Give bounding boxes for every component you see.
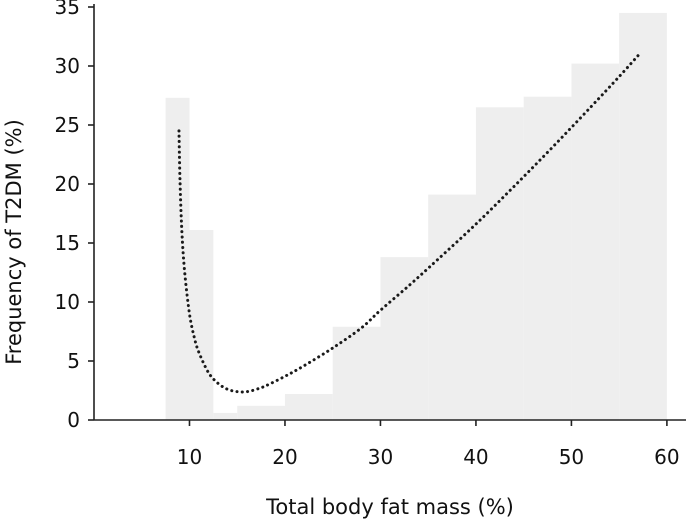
x-tick-label-60: 60 [654,445,679,469]
histogram-bar-1 [165,97,190,421]
histogram-bar-10 [523,96,572,421]
y-tick-label-15: 15 [55,231,80,255]
x-tick-label-50: 50 [559,445,584,469]
histogram-bar-3 [213,412,238,420]
curve-layer [177,53,640,394]
axes-layer [93,4,686,421]
fitted-curve-line [177,53,640,394]
y-tick-label-35: 35 [55,0,80,19]
histogram-bar-8 [428,194,476,420]
histogram-bar-11 [571,63,620,420]
y-tick-label-0: 0 [67,408,80,432]
histogram-bar-12 [619,12,667,421]
y-tick-label-25: 25 [55,113,80,137]
x-tick-label-10: 10 [177,445,202,469]
histogram-bar-7 [380,257,429,420]
histogram-bar-2 [189,230,214,420]
y-tick-label-30: 30 [55,54,80,78]
histogram-bar-6 [332,326,381,420]
y-tick-label-20: 20 [55,172,80,196]
histogram-bar-9 [475,107,524,421]
y-tick-label-5: 5 [67,349,80,373]
x-axis-title: Total body fat mass (%) [265,495,514,519]
x-tick-label-30: 30 [368,445,393,469]
x-tick-label-20: 20 [272,445,297,469]
histogram-bar-4 [237,405,285,420]
y-axis-title: Frequency of T2DM (%) [2,119,26,365]
bars-layer [165,12,667,421]
x-tick-label-40: 40 [463,445,488,469]
histogram-bar-5 [284,394,333,420]
y-tick-label-10: 10 [55,290,80,314]
ticks-layer: 0 5 10 15 20 25 30 35 10 20 30 40 50 60 [55,0,680,469]
